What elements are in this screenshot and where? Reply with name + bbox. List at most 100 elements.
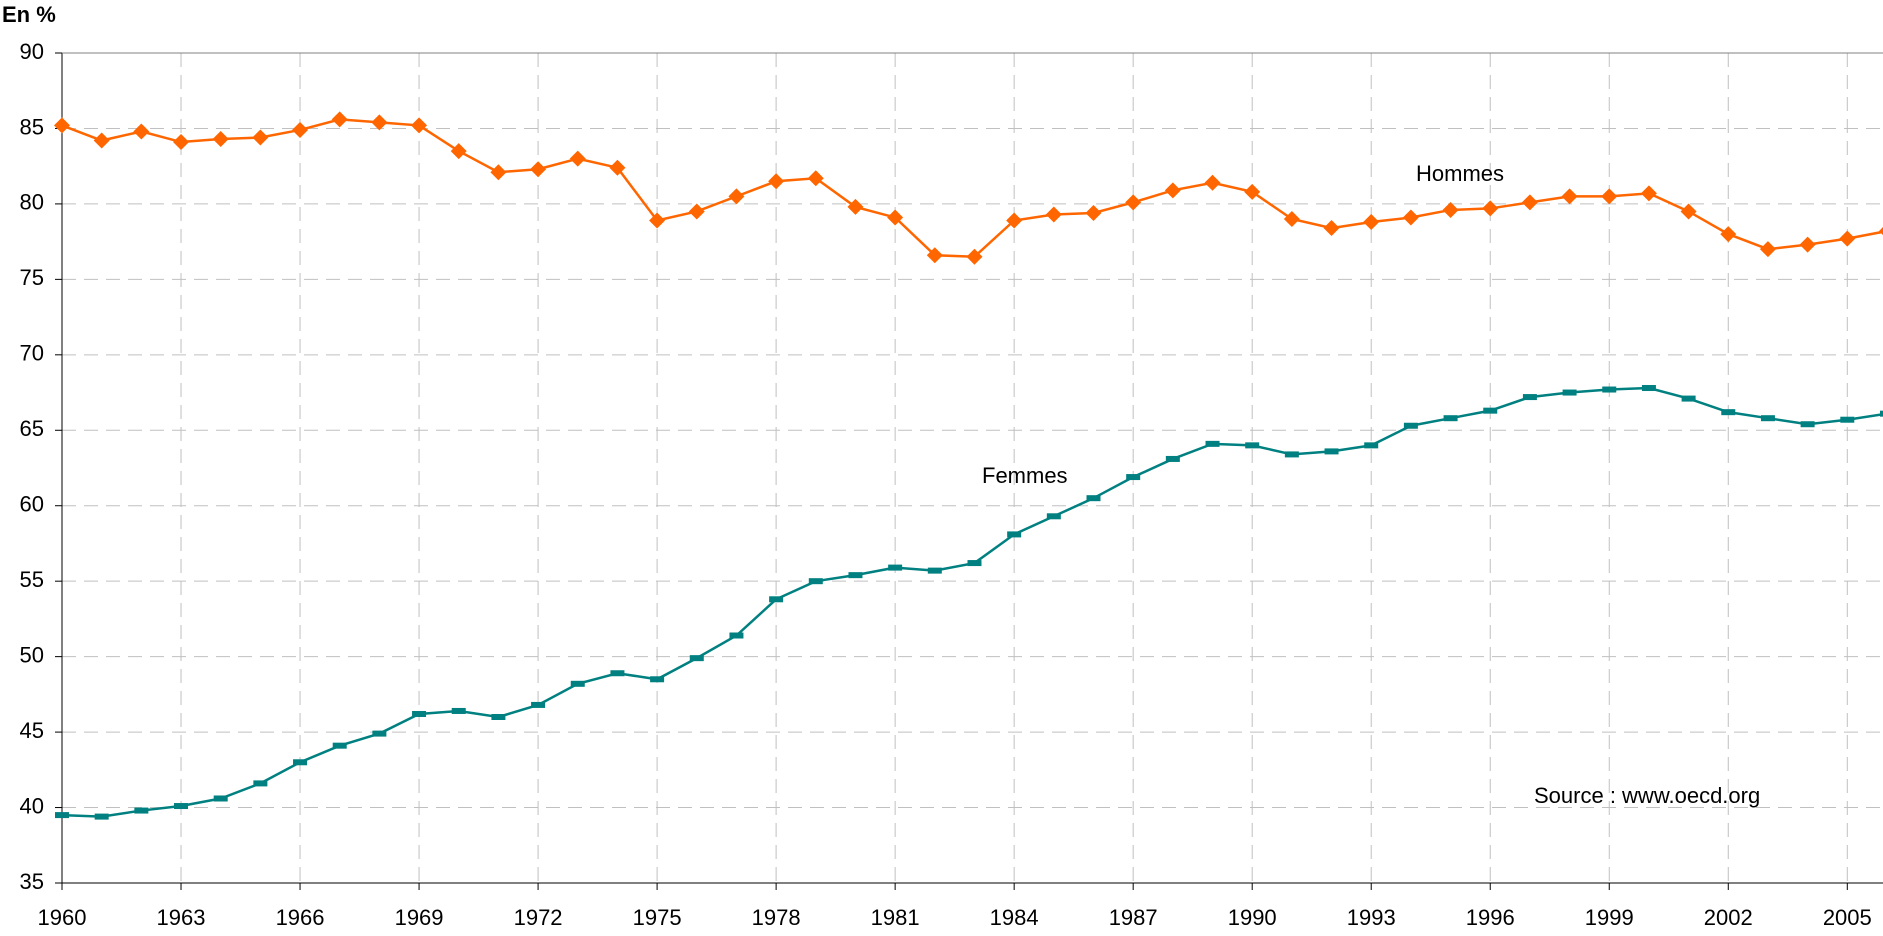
marker bbox=[1403, 422, 1418, 429]
marker bbox=[1840, 416, 1855, 423]
marker bbox=[1364, 442, 1379, 449]
marker bbox=[332, 742, 347, 749]
marker bbox=[1046, 513, 1061, 520]
marker bbox=[1165, 455, 1180, 462]
marker bbox=[927, 567, 942, 574]
x-tick-label: 2005 bbox=[1823, 905, 1872, 930]
x-tick-label: 1993 bbox=[1347, 905, 1396, 930]
marker bbox=[1522, 394, 1537, 401]
marker bbox=[729, 632, 744, 639]
marker bbox=[134, 807, 149, 814]
marker bbox=[967, 560, 982, 567]
y-tick-label: 90 bbox=[20, 39, 44, 64]
marker bbox=[570, 680, 585, 687]
marker bbox=[1245, 442, 1260, 449]
marker bbox=[1323, 220, 1340, 237]
marker bbox=[1244, 183, 1261, 200]
marker bbox=[212, 131, 229, 148]
marker bbox=[1562, 389, 1577, 396]
marker bbox=[848, 572, 863, 579]
x-tick-label: 1987 bbox=[1109, 905, 1158, 930]
annotation: Source : www.oecd.org bbox=[1534, 783, 1760, 808]
y-tick-label: 75 bbox=[20, 265, 44, 290]
marker bbox=[1086, 495, 1101, 502]
marker bbox=[609, 159, 626, 176]
marker bbox=[1205, 440, 1220, 447]
marker bbox=[1402, 209, 1419, 226]
marker bbox=[1164, 182, 1181, 199]
marker bbox=[1601, 188, 1618, 205]
marker bbox=[610, 670, 625, 677]
marker bbox=[1125, 194, 1142, 211]
marker bbox=[94, 813, 109, 820]
marker bbox=[1126, 474, 1141, 481]
marker bbox=[531, 701, 546, 708]
x-tick-label: 1969 bbox=[395, 905, 444, 930]
marker bbox=[689, 655, 704, 662]
marker bbox=[213, 795, 228, 802]
series-line bbox=[61, 386, 1883, 818]
marker bbox=[1561, 188, 1578, 205]
marker bbox=[450, 143, 467, 160]
marker bbox=[371, 114, 388, 131]
y-tick-label: 80 bbox=[20, 190, 44, 215]
marker bbox=[688, 203, 705, 220]
marker bbox=[253, 780, 268, 787]
marker bbox=[1482, 200, 1499, 217]
marker bbox=[1283, 211, 1300, 227]
marker bbox=[292, 121, 309, 138]
marker bbox=[1799, 236, 1816, 253]
y-tick-label: 55 bbox=[20, 567, 44, 592]
chart-title: En % bbox=[2, 2, 56, 27]
y-tick-label: 50 bbox=[20, 642, 44, 667]
marker bbox=[1680, 203, 1697, 220]
marker bbox=[490, 164, 507, 181]
series-label: Femmes bbox=[982, 463, 1068, 488]
x-tick-label: 1990 bbox=[1228, 905, 1277, 930]
marker bbox=[293, 759, 308, 766]
marker bbox=[1045, 206, 1062, 223]
marker bbox=[412, 710, 427, 717]
marker bbox=[1640, 185, 1657, 202]
x-tick-label: 1966 bbox=[276, 905, 325, 930]
marker bbox=[1443, 415, 1458, 422]
marker bbox=[926, 247, 943, 264]
marker bbox=[1324, 448, 1339, 455]
marker bbox=[1007, 531, 1022, 538]
marker bbox=[491, 714, 506, 720]
marker bbox=[888, 564, 903, 571]
x-tick-label: 1996 bbox=[1466, 905, 1515, 930]
marker bbox=[411, 117, 428, 134]
marker bbox=[55, 812, 69, 819]
y-tick-label: 65 bbox=[20, 416, 44, 441]
marker bbox=[966, 248, 983, 265]
x-tick-label: 1981 bbox=[871, 905, 920, 930]
marker bbox=[1800, 421, 1815, 428]
marker bbox=[807, 170, 824, 187]
marker bbox=[173, 134, 190, 151]
marker bbox=[1521, 194, 1538, 211]
marker bbox=[54, 117, 70, 134]
marker bbox=[1879, 410, 1883, 417]
marker bbox=[1006, 212, 1023, 229]
marker bbox=[1839, 230, 1856, 247]
marker bbox=[451, 707, 466, 714]
marker bbox=[1760, 415, 1775, 422]
marker bbox=[887, 209, 904, 226]
marker bbox=[569, 150, 586, 167]
marker bbox=[372, 730, 387, 737]
x-tick-label: 1963 bbox=[157, 905, 206, 930]
marker bbox=[1602, 386, 1617, 393]
marker bbox=[1681, 395, 1696, 402]
marker bbox=[847, 198, 864, 215]
marker bbox=[728, 188, 745, 205]
marker bbox=[1759, 241, 1776, 258]
marker bbox=[1363, 214, 1380, 231]
marker bbox=[1483, 407, 1498, 414]
marker bbox=[1721, 409, 1736, 416]
marker bbox=[769, 596, 784, 603]
marker bbox=[808, 578, 823, 585]
x-tick-label: 1978 bbox=[752, 905, 801, 930]
y-tick-label: 40 bbox=[20, 793, 44, 818]
